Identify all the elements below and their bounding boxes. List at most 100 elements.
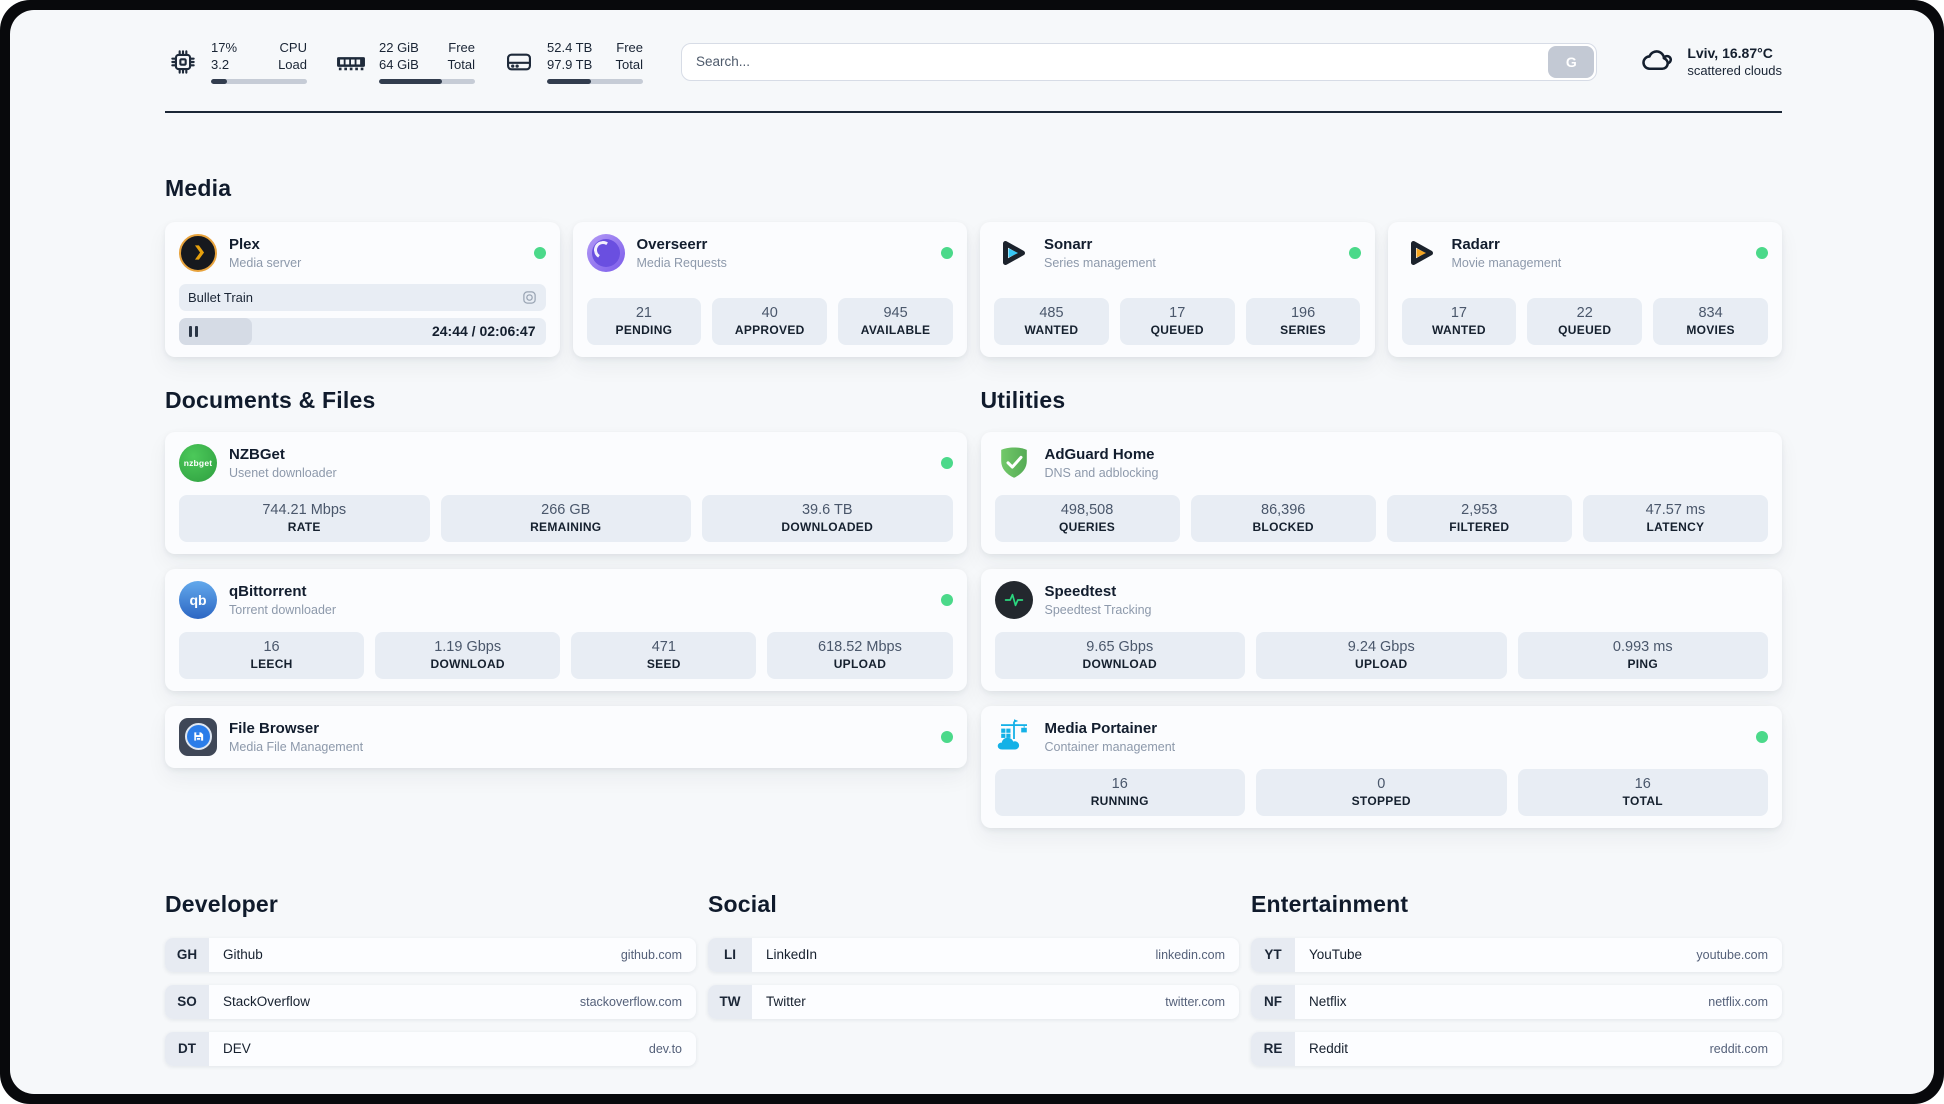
app-card-adguard[interactable]: AdGuard Home DNS and adblocking 498,508 … xyxy=(980,431,1782,554)
stat-label: LATENCY xyxy=(1646,519,1705,534)
app-card-speedtest[interactable]: Speedtest Speedtest Tracking 9.65 Gbps D… xyxy=(980,568,1782,691)
cpu-load-value: 3.2 xyxy=(211,56,230,72)
stat-wanted: 485 WANTED xyxy=(994,297,1109,345)
bookmark-name: LinkedIn xyxy=(766,947,818,963)
stat-value: 16 xyxy=(1634,775,1651,792)
section-social: Social LI LinkedIn linkedin.com TW Twitt… xyxy=(708,891,1239,1079)
app-card-radarr[interactable]: Radarr Movie management 17 WANTED 22 QUE… xyxy=(1387,221,1782,357)
section-title-documents: Documents & Files xyxy=(165,386,376,413)
app-name: Radarr xyxy=(1451,235,1500,253)
stat-value: 9.65 Gbps xyxy=(1086,638,1154,655)
app-name: Overseerr xyxy=(636,235,708,253)
bookmark-netflix[interactable]: NF Netflix netflix.com xyxy=(1251,984,1782,1019)
status-dot xyxy=(940,730,953,743)
stat-value: 471 xyxy=(651,638,676,655)
stat-upload: 618.52 Mbps UPLOAD xyxy=(767,631,953,679)
top-bar: 17% 3.2 CPU Load xyxy=(165,40,1782,84)
qbittorrent-icon: qb xyxy=(179,580,217,619)
stat-value: 2,953 xyxy=(1461,501,1498,518)
section-media: Media Plex Media server Bullet Train xyxy=(165,175,1782,357)
stat-pending: 21 PENDING xyxy=(586,297,702,345)
stat-value: 17 xyxy=(1169,304,1186,321)
bookmark-url: dev.to xyxy=(648,1041,682,1056)
memory-free-value: 22 GiB xyxy=(379,40,419,55)
cpu-label: CPU xyxy=(279,40,307,55)
disk-total-label: Total xyxy=(615,56,643,72)
app-name: NZBGet xyxy=(229,445,285,463)
section-title-social: Social xyxy=(708,890,777,917)
bookmark-youtube[interactable]: YT YouTube youtube.com xyxy=(1251,937,1782,972)
stat-downloaded: 39.6 TB DOWNLOADED xyxy=(702,494,953,542)
stat-value: 196 xyxy=(1290,304,1316,321)
bookmark-url: github.com xyxy=(620,947,682,962)
stat-series: 196 SERIES xyxy=(1245,297,1361,345)
stat-label: REMAINING xyxy=(530,519,602,534)
stat-label: TOTAL xyxy=(1622,793,1663,808)
overseerr-icon xyxy=(586,233,625,272)
stat-value: 39.6 TB xyxy=(801,501,853,518)
stat-label: WANTED xyxy=(1024,322,1079,337)
sonarr-icon xyxy=(994,234,1032,272)
bookmark-linkedin[interactable]: LI LinkedIn linkedin.com xyxy=(708,937,1239,972)
filebrowser-icon xyxy=(179,717,217,756)
bookmark-github[interactable]: GH Github github.com xyxy=(165,937,696,972)
stat-ping: 0.993 ms PING xyxy=(1517,631,1768,679)
now-playing-icon[interactable] xyxy=(522,290,537,305)
cloud-icon xyxy=(1639,41,1675,82)
dashboard-page: 17% 3.2 CPU Load xyxy=(10,10,1934,1094)
disk-free-label: Free xyxy=(616,40,643,55)
memory-free-label: Free xyxy=(448,40,475,55)
bookmark-abbr-badge: RE xyxy=(1251,1031,1295,1066)
bookmark-reddit[interactable]: RE Reddit reddit.com xyxy=(1251,1031,1782,1066)
bookmark-url: youtube.com xyxy=(1696,947,1768,962)
cpu-usage-value: 17% xyxy=(211,40,238,55)
app-description: Series management xyxy=(1044,255,1156,270)
app-card-nzbget[interactable]: nzbget NZBGet Usenet downloader 744.21 M… xyxy=(165,431,967,554)
stat-label: RUNNING xyxy=(1090,793,1149,808)
pause-button[interactable] xyxy=(189,325,198,337)
adguard-icon xyxy=(995,444,1033,482)
section-entertainment: Entertainment YT YouTube youtube.com NF … xyxy=(1251,891,1782,1079)
section-utilities: Utilities AdGuard Home xyxy=(980,387,1782,843)
bookmark-name: Reddit xyxy=(1309,1041,1349,1057)
app-card-filebrowser[interactable]: File Browser Media File Management xyxy=(165,705,967,768)
ram-icon xyxy=(333,44,369,80)
stat-value: 86,396 xyxy=(1261,501,1306,518)
bookmark-name: DEV xyxy=(223,1041,251,1057)
bookmark-twitter[interactable]: TW Twitter twitter.com xyxy=(708,984,1239,1019)
stat-label: LEECH xyxy=(250,656,293,671)
stat-label: UPLOAD xyxy=(833,656,887,671)
stat-label: WANTED xyxy=(1432,322,1486,337)
stat-remaining: 266 GB REMAINING xyxy=(440,494,691,542)
stat-value: 47.57 ms xyxy=(1645,501,1706,518)
app-description: Movie management xyxy=(1451,255,1562,270)
stat-value: 1.19 Gbps xyxy=(434,638,502,655)
search-input[interactable] xyxy=(681,42,1598,81)
app-card-overseerr[interactable]: Overseerr Media Requests 21 PENDING 40 A… xyxy=(572,221,967,357)
bookmark-stackoverflow[interactable]: SO StackOverflow stackoverflow.com xyxy=(165,984,696,1019)
stat-value: 16 xyxy=(263,638,280,655)
stat-download: 1.19 Gbps DOWNLOAD xyxy=(375,631,561,679)
stat-total: 16 TOTAL xyxy=(1517,768,1768,816)
stat-queries: 498,508 QUERIES xyxy=(994,494,1180,542)
memory-stat: 22 GiB 64 GiB Free Total xyxy=(333,40,475,84)
playback-progress-bar: 24:44 / 02:06:47 xyxy=(179,317,546,345)
playback-time: 24:44 / 02:06:47 xyxy=(431,323,536,340)
app-card-plex[interactable]: Plex Media server Bullet Train xyxy=(165,221,560,357)
app-card-qbittorrent[interactable]: qb qBittorrent Torrent downloader 16 LEE… xyxy=(165,568,967,691)
bookmark-dev[interactable]: DT DEV dev.to xyxy=(165,1031,696,1066)
bookmark-name: StackOverflow xyxy=(223,994,311,1010)
stat-label: QUERIES xyxy=(1059,519,1116,534)
bookmark-name: YouTube xyxy=(1309,947,1363,963)
app-card-sonarr[interactable]: Sonarr Series management 485 WANTED 17 Q… xyxy=(980,221,1375,357)
search-box: G xyxy=(681,42,1598,81)
stat-label: QUEUED xyxy=(1150,322,1204,337)
now-playing-title: Bullet Train xyxy=(188,289,254,305)
app-card-portainer[interactable]: Media Portainer Container management 16 … xyxy=(980,705,1782,828)
stat-value: 618.52 Mbps xyxy=(818,638,902,655)
search-engine-button[interactable]: G xyxy=(1548,45,1595,78)
memory-progress-bar xyxy=(379,78,475,84)
disk-total-value: 97.9 TB xyxy=(547,56,593,72)
cpu-stat: 17% 3.2 CPU Load xyxy=(165,40,307,84)
app-description: Media server xyxy=(229,255,302,270)
